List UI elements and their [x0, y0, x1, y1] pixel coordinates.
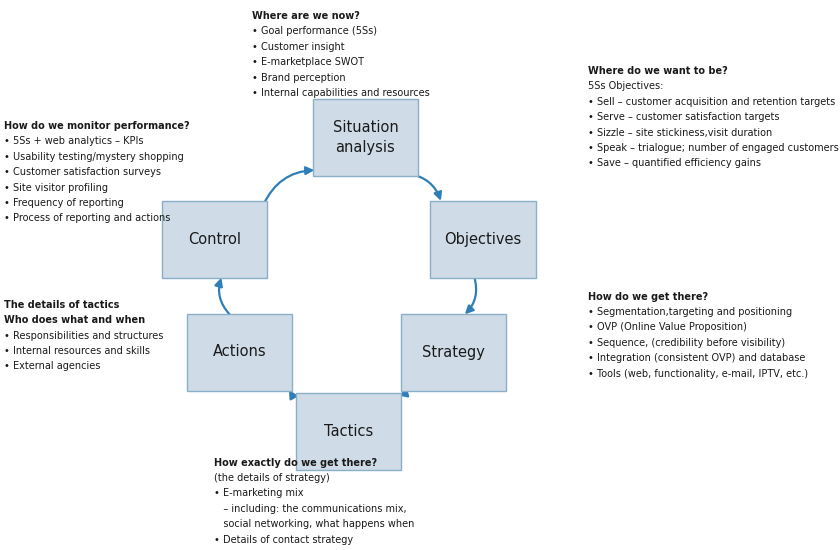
Text: Situation
analysis: Situation analysis — [333, 120, 398, 155]
Text: • Details of contact strategy: • Details of contact strategy — [214, 535, 354, 544]
Text: • Frequency of reporting: • Frequency of reporting — [4, 198, 124, 208]
Text: • Speak – trialogue; number of engaged customers: • Speak – trialogue; number of engaged c… — [588, 143, 839, 153]
Text: • Customer insight: • Customer insight — [252, 42, 344, 52]
Text: Tactics: Tactics — [324, 424, 373, 439]
FancyBboxPatch shape — [402, 314, 506, 390]
Text: How do we monitor performance?: How do we monitor performance? — [4, 121, 190, 131]
Text: • Integration (consistent OVP) and database: • Integration (consistent OVP) and datab… — [588, 353, 806, 363]
Text: How exactly do we get there?: How exactly do we get there? — [214, 458, 377, 468]
FancyBboxPatch shape — [312, 99, 418, 176]
Text: • Serve – customer satisfaction targets: • Serve – customer satisfaction targets — [588, 112, 780, 122]
Text: • Sizzle – site stickiness,visit duration: • Sizzle – site stickiness,visit duratio… — [588, 128, 772, 138]
Text: • Site visitor profiling: • Site visitor profiling — [4, 183, 108, 192]
Text: 5Ss Objectives:: 5Ss Objectives: — [588, 81, 664, 91]
Text: • Internal capabilities and resources: • Internal capabilities and resources — [252, 88, 430, 98]
Text: • Tools (web, functionality, e-mail, IPTV, etc.): • Tools (web, functionality, e-mail, IPT… — [588, 368, 808, 378]
Text: • Segmentation,targeting and positioning: • Segmentation,targeting and positioning — [588, 307, 792, 317]
Text: • External agencies: • External agencies — [4, 361, 101, 371]
Text: Control: Control — [187, 232, 241, 247]
FancyBboxPatch shape — [186, 314, 292, 390]
Text: Who does what and when: Who does what and when — [4, 315, 145, 325]
Text: • OVP (Online Value Proposition): • OVP (Online Value Proposition) — [588, 322, 747, 332]
Text: Objectives: Objectives — [444, 232, 522, 247]
Text: – including: the communications mix,: – including: the communications mix, — [214, 504, 407, 514]
Text: • Brand perception: • Brand perception — [252, 73, 345, 82]
Text: • 5Ss + web analytics – KPIs: • 5Ss + web analytics – KPIs — [4, 136, 144, 146]
Text: • Sell – customer acquisition and retention targets: • Sell – customer acquisition and retent… — [588, 97, 835, 107]
Text: (the details of strategy): (the details of strategy) — [214, 473, 330, 483]
Text: Strategy: Strategy — [423, 344, 485, 360]
Text: • E-marketplace SWOT: • E-marketplace SWOT — [252, 57, 364, 67]
Text: Where are we now?: Where are we now? — [252, 11, 360, 21]
FancyBboxPatch shape — [162, 201, 267, 278]
FancyBboxPatch shape — [296, 393, 402, 470]
Text: • Usability testing/mystery shopping: • Usability testing/mystery shopping — [4, 152, 184, 162]
Text: • E-marketing mix: • E-marketing mix — [214, 488, 304, 498]
Text: • Process of reporting and actions: • Process of reporting and actions — [4, 213, 171, 223]
Text: • Sequence, (credibility before visibility): • Sequence, (credibility before visibili… — [588, 338, 785, 348]
Text: • Responsibilities and structures: • Responsibilities and structures — [4, 331, 164, 340]
Text: • Internal resources and skills: • Internal resources and skills — [4, 346, 150, 356]
Text: social networking, what happens when: social networking, what happens when — [214, 519, 415, 529]
Text: • Customer satisfaction surveys: • Customer satisfaction surveys — [4, 167, 161, 177]
Text: Where do we want to be?: Where do we want to be? — [588, 66, 727, 76]
Text: The details of tactics: The details of tactics — [4, 300, 119, 310]
Text: Actions: Actions — [213, 344, 266, 360]
FancyBboxPatch shape — [430, 201, 536, 278]
Text: How do we get there?: How do we get there? — [588, 292, 708, 301]
Text: • Goal performance (5Ss): • Goal performance (5Ss) — [252, 26, 377, 36]
Text: • Save – quantified efficiency gains: • Save – quantified efficiency gains — [588, 158, 761, 168]
